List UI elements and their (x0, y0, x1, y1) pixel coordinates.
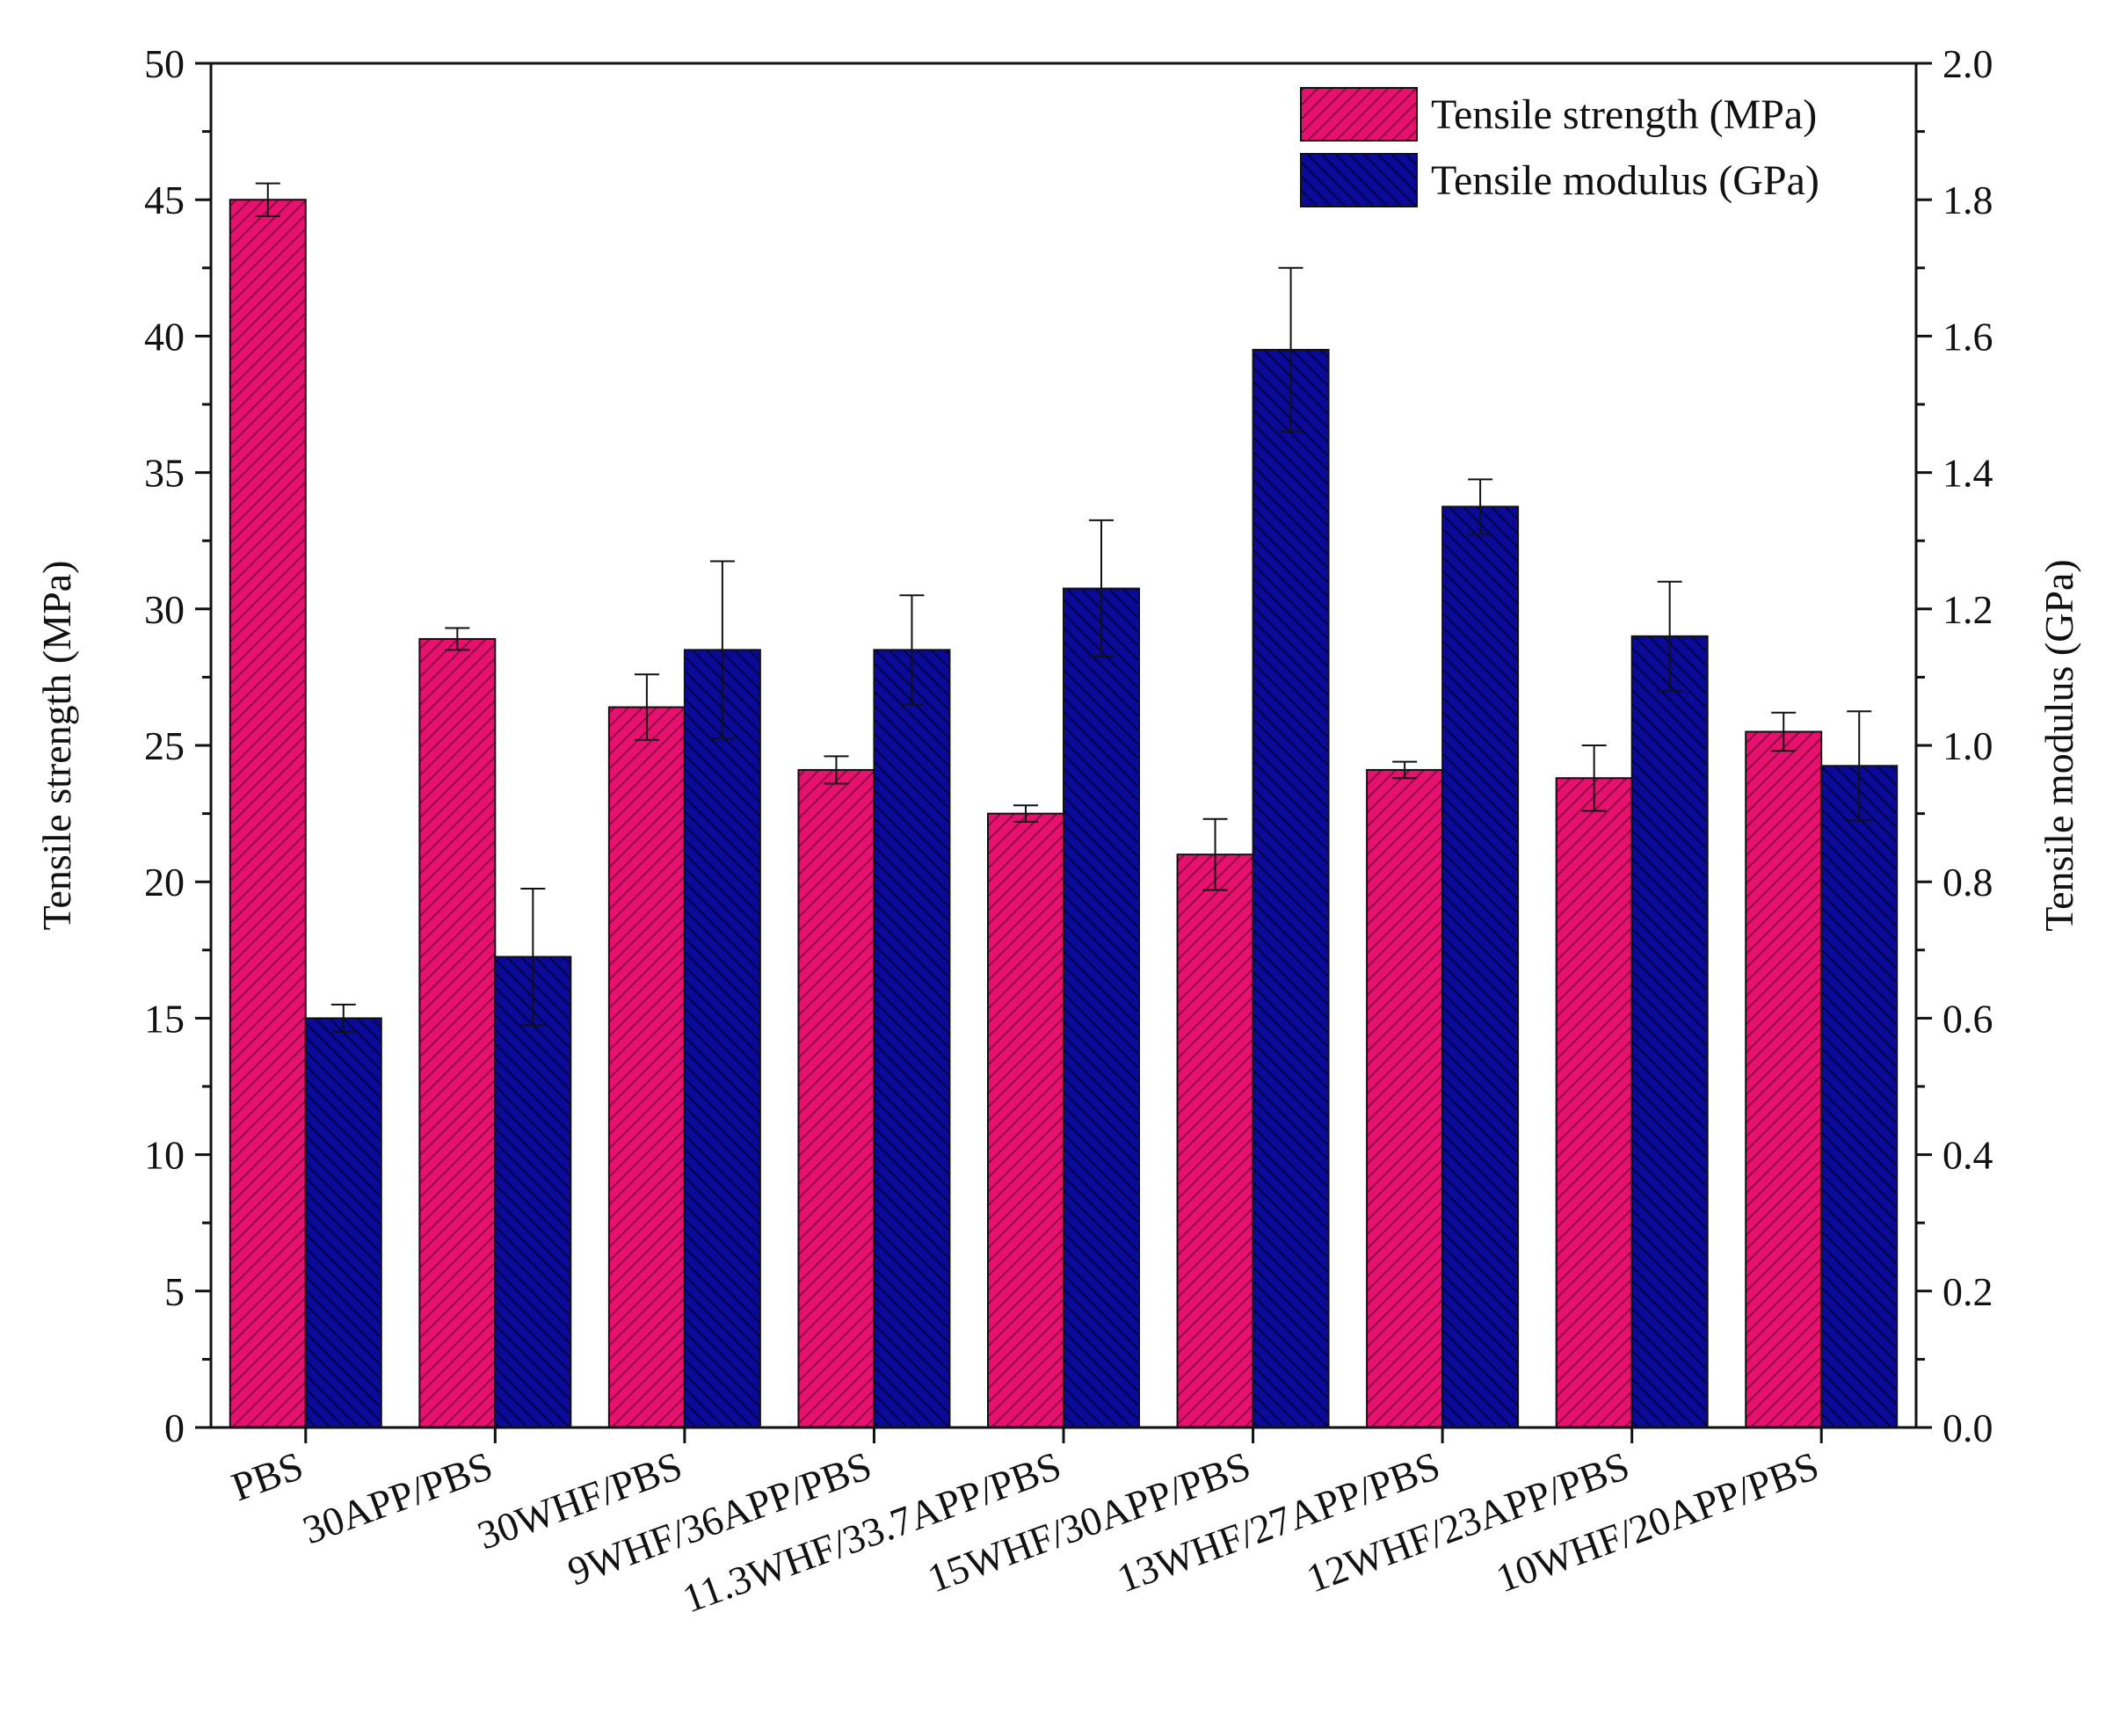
error-bar-s0-4 (1013, 804, 1038, 823)
left-tick-label: 20 (144, 860, 185, 904)
left-tick-label: 15 (144, 996, 185, 1041)
right-tick-label: 0.4 (1942, 1133, 1993, 1178)
error-bar-s0-8 (1771, 711, 1797, 752)
legend-label-0: Tensile strength (MPa) (1431, 91, 1817, 138)
bar-s1-0 (304, 1017, 382, 1429)
right-tick-label: 2.0 (1942, 41, 1993, 86)
left-tick-label: 45 (144, 178, 185, 222)
left-tick-label: 5 (164, 1269, 185, 1314)
left-tick-label: 35 (144, 451, 185, 496)
bar-s1-1 (494, 955, 572, 1429)
error-bar-s1-4 (1089, 519, 1114, 658)
x-tick-label: 13WHF/27APP/PBS (1111, 1442, 1445, 1601)
x-axis: PBS30APP/PBS30WHF/PBS9WHF/36APP/PBS11.3W… (226, 1427, 1825, 1621)
error-bar-s1-5 (1278, 266, 1303, 433)
error-bar-s1-6 (1468, 478, 1493, 535)
error-bar-s0-5 (1202, 817, 1228, 891)
x-tick-label: 10WHF/20APP/PBS (1490, 1442, 1824, 1601)
bar-s1-5 (1252, 348, 1330, 1428)
bar-s1-4 (1063, 587, 1140, 1428)
y2-axis-label: Tensile modulus (GPa) (2037, 559, 2081, 932)
x-tick-label: PBS (226, 1442, 309, 1509)
bar-s1-6 (1441, 505, 1520, 1428)
y-axis-label: Tensile strength (MPa) (34, 561, 79, 931)
error-bar-s0-1 (445, 627, 470, 651)
left-axis: 0 5 10 15 20 25 30 35 40 45 50 (144, 41, 211, 1450)
left-tick-label: 40 (144, 314, 185, 359)
x-tick-label: 30APP/PBS (297, 1442, 498, 1552)
legend: Tensile strength (MPa) Tensile modulus (G… (1300, 87, 1819, 207)
error-bar-s1-2 (709, 560, 735, 740)
plot-bars (229, 199, 1899, 1429)
bar-s0-8 (1745, 730, 1823, 1428)
bar-s0-1 (418, 637, 497, 1428)
right-tick-label: 0.0 (1942, 1406, 1993, 1450)
bar-s1-3 (873, 649, 951, 1428)
left-tick-label: 25 (144, 723, 185, 768)
right-tick-label: 0.2 (1942, 1269, 1993, 1314)
error-bar-s1-0 (330, 1003, 356, 1033)
right-axis: 0.0 0.2 0.4 0.6 0.8 1.0 1.2 1.4 1.6 1.8 2.0 (1916, 41, 1993, 1450)
bar-s1-8 (1820, 765, 1899, 1428)
x-tick-label: 12WHF/23APP/PBS (1301, 1442, 1635, 1601)
legend-label-1: Tensile modulus (GPa) (1431, 157, 1819, 204)
right-tick-label: 0.6 (1942, 996, 1993, 1041)
right-tick-label: 1.4 (1942, 451, 1993, 496)
right-tick-label: 1.6 (1942, 314, 1993, 359)
right-tick-label: 0.8 (1942, 860, 1993, 904)
left-tick-label: 10 (144, 1133, 185, 1178)
error-bar-s1-1 (520, 887, 546, 1027)
bar-s0-6 (1366, 768, 1444, 1428)
bar-s0-0 (229, 199, 307, 1429)
legend-swatch-0 (1300, 87, 1418, 142)
left-tick-label: 50 (144, 41, 185, 86)
bar-s0-4 (987, 812, 1064, 1428)
error-bar-s0-2 (634, 673, 659, 741)
error-bars (255, 182, 1872, 1033)
legend-swatch-1 (1300, 153, 1418, 207)
error-bar-s1-7 (1657, 580, 1682, 692)
error-bar-s1-8 (1847, 710, 1872, 822)
bar-s1-7 (1630, 635, 1709, 1428)
bar-s0-2 (607, 706, 686, 1428)
bar-s1-2 (683, 649, 761, 1428)
right-tick-label: 1.0 (1942, 723, 1993, 768)
right-tick-label: 1.8 (1942, 178, 1993, 222)
error-bar-s0-6 (1392, 760, 1418, 780)
left-tick-label: 30 (144, 587, 185, 632)
error-bar-s0-0 (255, 182, 280, 217)
bar-s0-7 (1555, 777, 1633, 1428)
error-bar-s1-3 (899, 594, 925, 706)
right-tick-label: 1.2 (1942, 587, 1993, 632)
bar-s0-3 (797, 768, 875, 1428)
bar-s0-5 (1176, 853, 1254, 1428)
error-bar-s0-3 (824, 755, 849, 785)
left-tick-label: 0 (164, 1406, 185, 1450)
x-tick-label: 15WHF/30APP/PBS (922, 1442, 1256, 1601)
error-bar-s0-7 (1581, 745, 1607, 812)
